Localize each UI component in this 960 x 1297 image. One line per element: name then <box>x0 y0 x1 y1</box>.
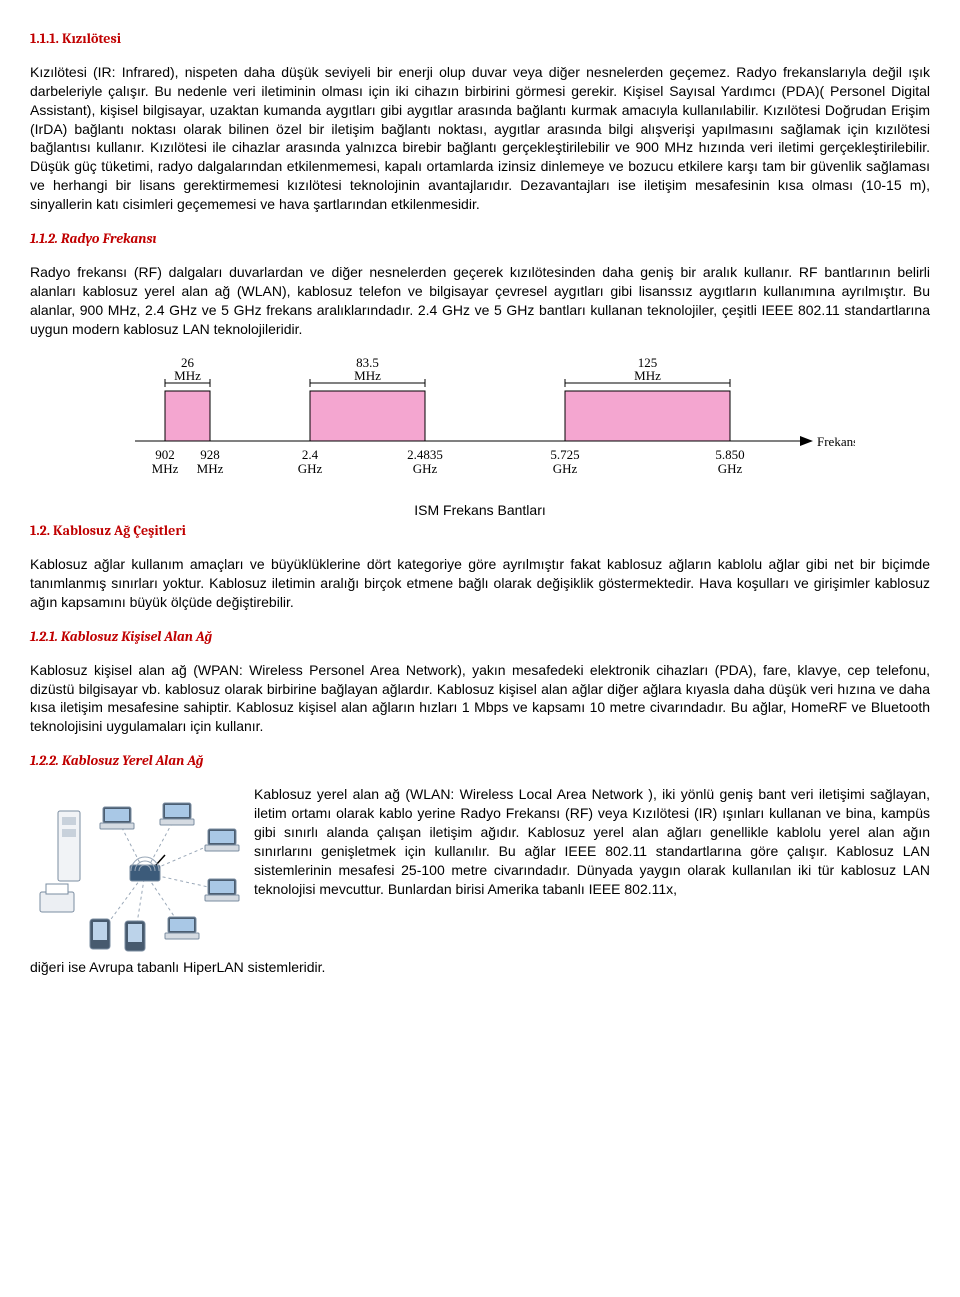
svg-text:2.4: 2.4 <box>302 447 319 462</box>
svg-text:MHz: MHz <box>174 368 201 383</box>
para-wpan: Kablosuz kişisel alan ağ (WPAN: Wireless… <box>30 661 930 737</box>
svg-text:MHz: MHz <box>152 461 179 476</box>
svg-text:GHz: GHz <box>298 461 323 476</box>
heading-kablosuz-ag-cesitleri: 1.2. Kablosuz Ağ Çeşitleri <box>30 522 930 541</box>
para-kizilotersi: Kızılötesi (IR: Infrared), nispeten daha… <box>30 63 930 214</box>
para-radyo-frekansi: Radyo frekansı (RF) dalgaları duvarlarda… <box>30 263 930 339</box>
heading-kizilotersi: 1.1.1. Kızılötesi <box>30 30 930 49</box>
svg-text:GHz: GHz <box>413 461 438 476</box>
svg-text:5.725: 5.725 <box>550 447 579 462</box>
svg-text:Frekans: Frekans <box>817 434 855 449</box>
svg-text:GHz: GHz <box>718 461 743 476</box>
svg-text:MHz: MHz <box>634 368 661 383</box>
svg-text:928: 928 <box>200 447 220 462</box>
figure-wlan-network <box>30 789 240 954</box>
wlan-network-diagram <box>30 789 240 954</box>
svg-text:902: 902 <box>155 447 175 462</box>
para-wlan-tail: diğeri ise Avrupa tabanlı HiperLAN siste… <box>30 958 930 977</box>
svg-text:5.850: 5.850 <box>715 447 744 462</box>
svg-text:GHz: GHz <box>553 461 578 476</box>
heading-radyo-frekansi: 1.1.2. Radyo Frekansı <box>30 230 930 249</box>
caption-ism-bands: ISM Frekans Bantları <box>30 501 930 520</box>
figure-ism-bands: Frekans26MHz902MHz928MHz83.5MHz2.4GHz2.4… <box>105 356 855 491</box>
svg-text:MHz: MHz <box>354 368 381 383</box>
para-kablosuz-ag-cesitleri: Kablosuz ağlar kullanım amaçları ve büyü… <box>30 555 930 612</box>
svg-text:MHz: MHz <box>197 461 224 476</box>
svg-text:2.4835: 2.4835 <box>407 447 443 462</box>
heading-wpan: 1.2.1. Kablosuz Kişisel Alan Ağ <box>30 628 930 647</box>
ism-bands-chart: Frekans26MHz902MHz928MHz83.5MHz2.4GHz2.4… <box>105 356 855 486</box>
heading-wlan: 1.2.2. Kablosuz Yerel Alan Ağ <box>30 752 930 771</box>
